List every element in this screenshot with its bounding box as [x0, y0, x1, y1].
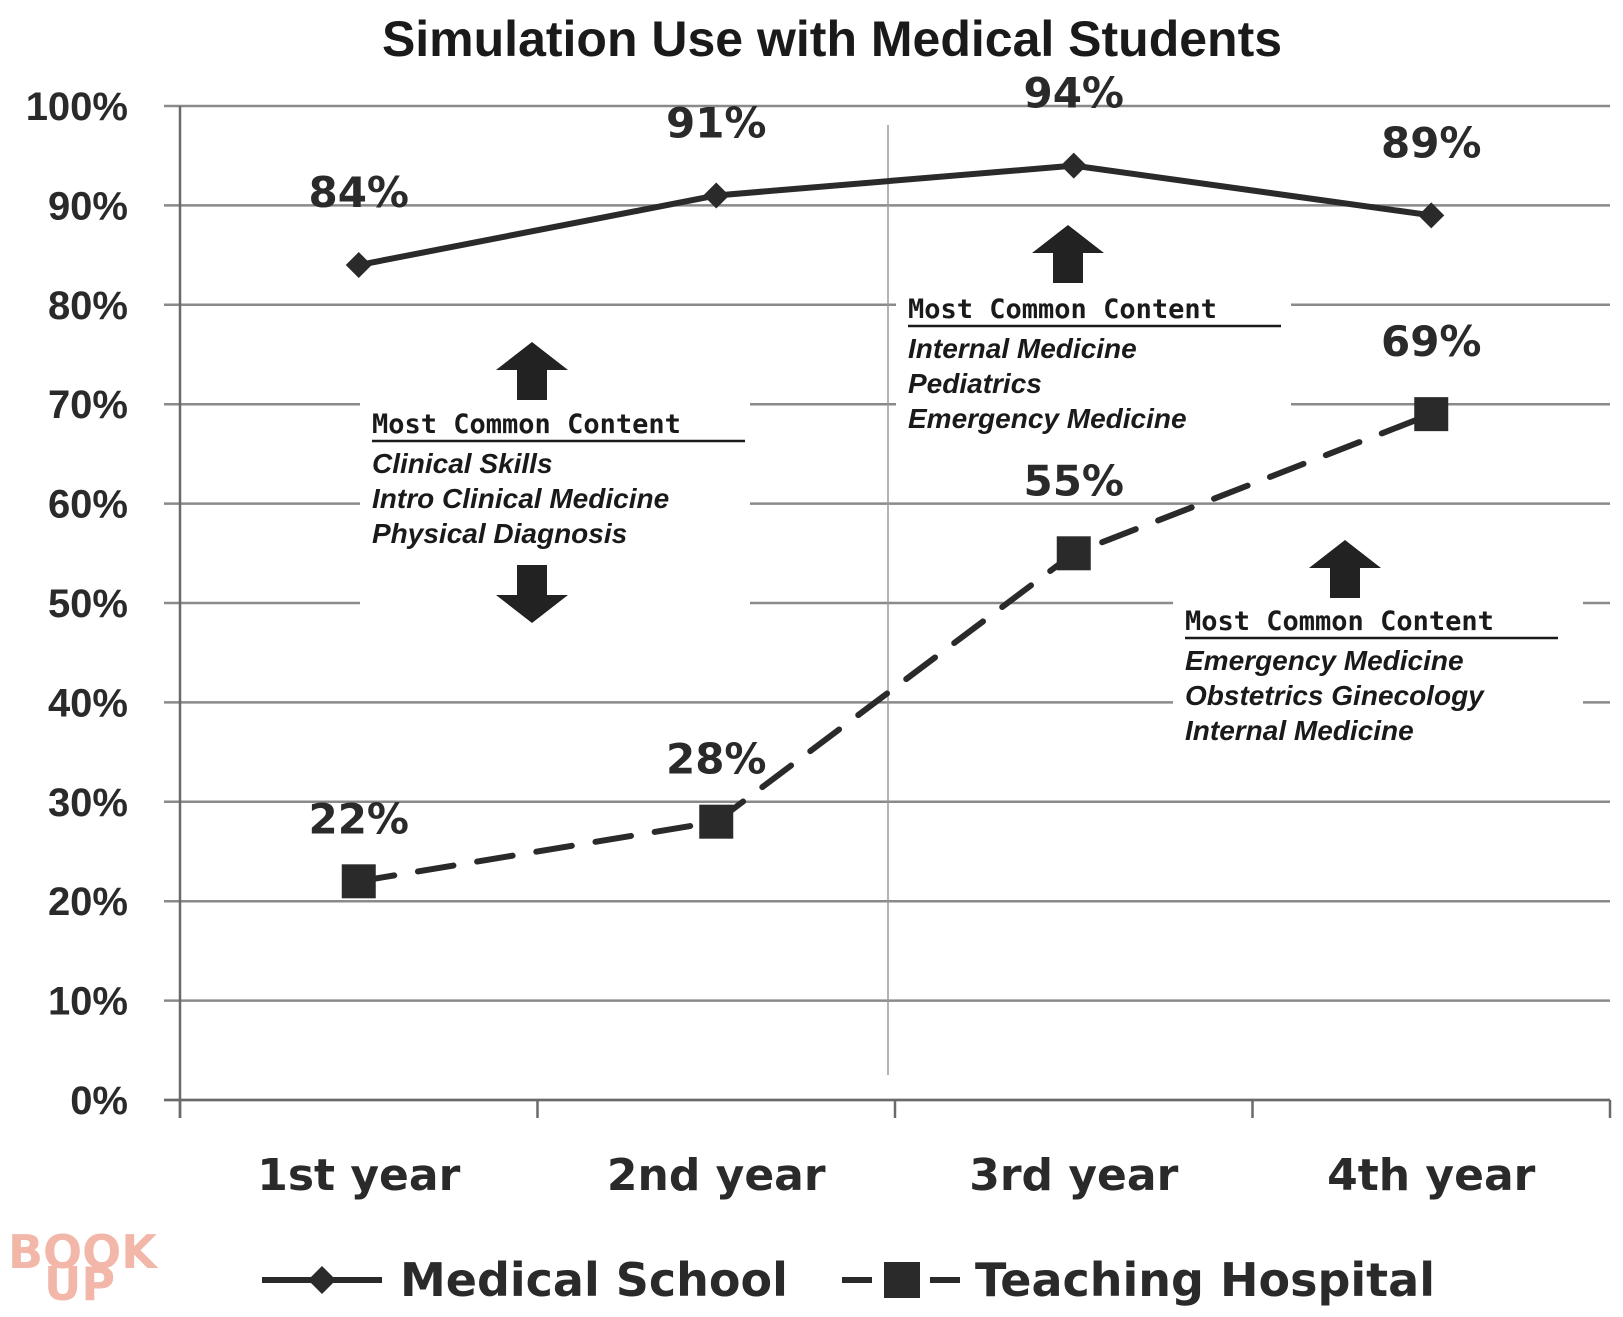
- data-labels: 84% 91% 94% 89% 22% 28% 55% 69%: [308, 69, 1481, 844]
- arrow-up-icon: [496, 342, 568, 400]
- annotation-heading: Most Common Content: [908, 294, 1217, 325]
- annotation-background: [1173, 600, 1583, 735]
- annotation-item: Internal Medicine: [908, 333, 1137, 364]
- annotation-item: Emergency Medicine: [1185, 645, 1464, 676]
- data-point-square: [699, 804, 734, 839]
- data-point-square: [341, 864, 376, 899]
- data-label: 94%: [1023, 69, 1124, 118]
- y-tick-label: 40%: [48, 681, 128, 725]
- axes: [164, 106, 1612, 1118]
- y-tick-label: 30%: [48, 781, 128, 825]
- annotation-background: [360, 403, 750, 653]
- y-tick-label: 20%: [48, 880, 128, 924]
- annotation-box: Most Common Content Emergency Medicine Obs…: [1173, 540, 1583, 746]
- watermark-line2: UP: [44, 1257, 115, 1311]
- y-tick-label: 50%: [48, 582, 128, 626]
- arrow-up-icon: [1032, 225, 1104, 283]
- series-line-medical-school: [358, 162, 1432, 268]
- chart-title: Simulation Use with Medical Students: [382, 11, 1282, 67]
- y-tick-label: 70%: [48, 383, 128, 427]
- annotation-box: Most Common Content Internal Medicine Pedi…: [896, 225, 1291, 434]
- data-label: 91%: [666, 98, 767, 147]
- legend-item: Teaching Hospital: [842, 1253, 1435, 1307]
- data-label: 89%: [1381, 118, 1482, 167]
- annotation-item: Pediatrics: [908, 368, 1042, 399]
- data-point-square: [1414, 397, 1449, 432]
- series-line-teaching-hospital: [355, 411, 1435, 885]
- data-point-square: [1056, 536, 1091, 571]
- y-tick-label: 80%: [48, 284, 128, 328]
- data-label: 84%: [308, 168, 409, 217]
- annotation-box: Most Common Content Clinical Skills Intro …: [360, 342, 750, 653]
- annotation-item: Internal Medicine: [1185, 715, 1414, 746]
- legend-label: Teaching Hospital: [975, 1253, 1435, 1307]
- x-tick-label: 4th year: [1327, 1150, 1536, 1201]
- arrow-up-icon: [1309, 540, 1381, 598]
- data-point-diamond: [345, 252, 372, 279]
- x-tick-labels: 1st year 2nd year 3rd year 4th year: [257, 1150, 1535, 1201]
- x-tick-label: 2nd year: [607, 1150, 826, 1201]
- y-tick-label: 10%: [48, 980, 128, 1024]
- watermark-logo: BOOK UP: [8, 1225, 159, 1311]
- data-label: 22%: [308, 794, 409, 843]
- annotation-item: Physical Diagnosis: [372, 518, 627, 549]
- y-tick-labels: 0% 10% 20% 30% 40% 50% 60% 70% 80% 90% 100%: [26, 85, 128, 1123]
- legend-marker-square: [884, 1262, 920, 1298]
- annotation-item: Obstetrics Ginecology: [1185, 680, 1485, 711]
- legend-item: Medical School: [262, 1253, 788, 1307]
- data-label: 69%: [1381, 317, 1482, 366]
- x-tick-label: 3rd year: [969, 1150, 1178, 1201]
- annotations: Most Common Content Clinical Skills Intro …: [360, 225, 1583, 746]
- y-tick-label: 100%: [26, 85, 128, 129]
- data-label: 55%: [1023, 456, 1124, 505]
- y-tick-label: 0%: [70, 1079, 128, 1123]
- arrow-down-icon: [496, 565, 568, 623]
- legend-label: Medical School: [400, 1253, 788, 1307]
- annotation-background: [896, 288, 1291, 428]
- data-point-diamond: [703, 182, 730, 209]
- annotation-item: Intro Clinical Medicine: [372, 483, 669, 514]
- annotation-item: Emergency Medicine: [908, 403, 1187, 434]
- legend-marker-diamond: [308, 1266, 336, 1294]
- annotation-item: Clinical Skills: [372, 448, 553, 479]
- y-tick-label: 60%: [48, 483, 128, 527]
- data-point-diamond: [1060, 152, 1087, 179]
- x-tick-label: 1st year: [257, 1150, 460, 1201]
- series: [341, 152, 1449, 899]
- legend: Medical School Teaching Hospital: [262, 1253, 1435, 1307]
- annotation-heading: Most Common Content: [372, 409, 681, 440]
- annotation-heading: Most Common Content: [1185, 606, 1494, 637]
- data-point-diamond: [1418, 202, 1445, 229]
- watermark-line1: BOOK: [8, 1225, 159, 1279]
- y-tick-label: 90%: [48, 184, 128, 228]
- data-label: 28%: [666, 735, 767, 784]
